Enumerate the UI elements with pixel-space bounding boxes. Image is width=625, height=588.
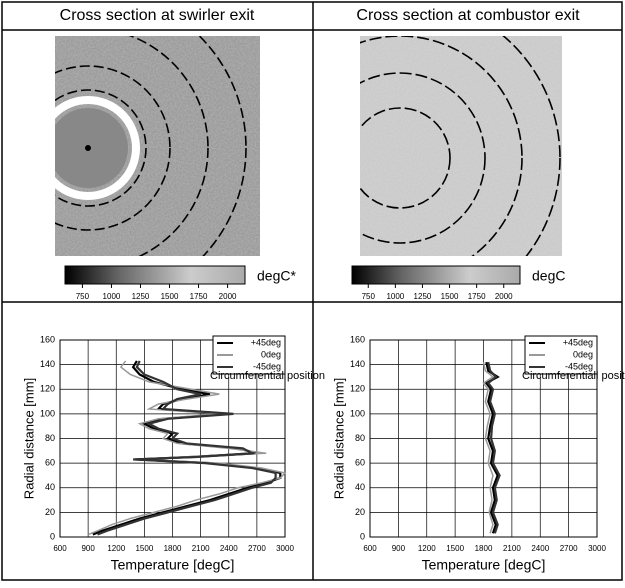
y-tick-label: 100 <box>350 408 365 418</box>
x-tick-label: 2400 <box>531 544 549 553</box>
series-line <box>97 360 277 536</box>
x-tick-label: 900 <box>392 544 406 553</box>
plot-area <box>369 339 598 538</box>
colorbar <box>351 265 521 285</box>
y-tick-label: 40 <box>45 482 55 492</box>
legend-label: 0deg <box>261 349 281 359</box>
x-axis-title: Temperature [degC] <box>111 557 235 573</box>
x-tick-label: 1200 <box>418 544 436 553</box>
colorbar-tick-label: 1000 <box>103 292 121 301</box>
x-tick-label: 2700 <box>248 544 266 553</box>
legend-label: -45deg <box>253 361 281 371</box>
panel-title: Cross section at swirler exit <box>60 7 255 24</box>
x-tick-label: 1500 <box>135 544 153 553</box>
series-line <box>486 361 501 534</box>
y-tick-label: 60 <box>45 458 55 468</box>
x-tick-label: 1500 <box>446 544 464 553</box>
colorbar <box>64 265 246 285</box>
colorbar-tick-label: 1750 <box>468 292 486 301</box>
legend-label: 0deg <box>573 349 593 359</box>
x-tick-label: 2400 <box>220 544 238 553</box>
y-tick-label: 140 <box>40 359 55 369</box>
x-tick-label: 3000 <box>588 544 606 553</box>
colorbar-tick-label: 1750 <box>190 292 208 301</box>
colorbar-tick-label: 750 <box>362 292 376 301</box>
x-axis-title: Temperature [degC] <box>422 557 546 573</box>
colorbar-tick-label: 1250 <box>414 292 432 301</box>
annotation: Circumferentiall position <box>522 370 625 382</box>
x-tick-label: 3000 <box>276 544 294 553</box>
colorbar-tick-label: 1000 <box>386 292 404 301</box>
colorbar-tick-label: 1250 <box>132 292 150 301</box>
y-tick-label: 100 <box>40 408 55 418</box>
y-tick-label: 120 <box>40 384 55 394</box>
panel-title: Cross section at combustor exit <box>356 7 580 24</box>
y-tick-label: 20 <box>45 507 55 517</box>
legend-label: -45deg <box>565 361 593 371</box>
x-tick-label: 2100 <box>192 544 210 553</box>
x-tick-label: 600 <box>53 544 67 553</box>
colorbar-tick-label: 2000 <box>219 292 237 301</box>
x-tick-label: 1200 <box>107 544 125 553</box>
y-tick-label: 20 <box>355 507 365 517</box>
y-axis-title: Radial distance [mm] <box>21 378 36 499</box>
temperature-map <box>55 36 260 256</box>
legend-label: +45deg <box>251 337 281 347</box>
colorbar-tick-label: 1500 <box>441 292 459 301</box>
y-tick-label: 60 <box>355 458 365 468</box>
x-tick-label: 2100 <box>503 544 521 553</box>
colorbar-label: degC* <box>257 268 296 284</box>
x-tick-label: 1800 <box>475 544 493 553</box>
colorbar-tick-label: 2000 <box>495 292 513 301</box>
colorbar-tick-label: 750 <box>76 292 90 301</box>
annotation: Circumferential position <box>210 370 325 382</box>
x-tick-label: 900 <box>81 544 95 553</box>
x-tick-label: 1800 <box>164 544 182 553</box>
y-tick-label: 140 <box>350 359 365 369</box>
series-line <box>482 362 495 534</box>
temperature-map <box>360 36 562 256</box>
y-axis-title: Radial distance [mm] <box>331 378 346 499</box>
plot-area <box>59 339 286 538</box>
y-tick-label: 80 <box>45 433 55 443</box>
y-tick-label: 160 <box>350 334 365 344</box>
x-tick-label: 600 <box>363 544 377 553</box>
colorbar-tick-label: 1500 <box>161 292 179 301</box>
y-tick-label: 80 <box>355 433 365 443</box>
y-tick-label: 160 <box>40 334 55 344</box>
y-tick-label: 0 <box>50 531 55 541</box>
x-tick-label: 2700 <box>560 544 578 553</box>
y-tick-label: 40 <box>355 482 365 492</box>
legend-label: +45deg <box>563 337 593 347</box>
colorbar-label: degC <box>532 268 565 284</box>
y-tick-label: 120 <box>350 384 365 394</box>
y-tick-label: 0 <box>360 531 365 541</box>
